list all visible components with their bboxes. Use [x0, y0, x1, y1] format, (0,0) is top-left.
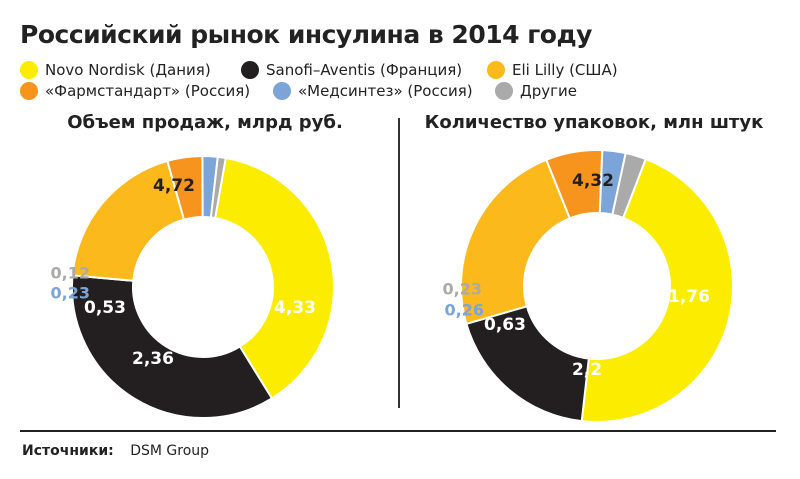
donut-slice-novo-nordisk	[580, 157, 734, 423]
legend-label: «Медсинтез» (Россия)	[298, 82, 473, 100]
legend-swatch	[20, 82, 38, 100]
sales-chart-title: Объем продаж, млрд руб.	[67, 112, 343, 133]
data-label-sanofi-aventis: 4,33	[274, 298, 316, 318]
data-label-others: 0,12	[51, 264, 90, 283]
data-label-pharmstandard: 0,53	[84, 298, 126, 318]
legend-item-pharmstandard: «Фармстандарт» (Россия)	[20, 82, 250, 100]
data-label-pharmstandard: 0,63	[484, 315, 526, 335]
legend-item-others: Другие	[495, 82, 577, 100]
data-label-sanofi-aventis: 1,76	[668, 287, 710, 307]
data-label-medsintez: 0,23	[51, 284, 90, 303]
legend-swatch	[495, 82, 513, 100]
data-label-others: 0,23	[443, 280, 482, 299]
legend-swatch	[273, 82, 291, 100]
donut-slice-eli-lilly	[460, 158, 572, 326]
legend-label: «Фармстандарт» (Россия)	[45, 82, 251, 100]
donut-slice-novo-nordisk	[213, 156, 335, 400]
chart-divider	[398, 118, 400, 408]
legend-label: Eli Lilly (США)	[512, 61, 618, 79]
legend-item-novo-nordisk: Novo Nordisk (Дания)	[20, 61, 211, 79]
data-label-eli-lilly: 2,36	[132, 349, 174, 369]
legend-item-sanofi-aventis: Sanofi–Aventis (Франция)	[241, 61, 462, 79]
data-label-eli-lilly: 2,2	[572, 360, 602, 380]
packages-chart-title: Количество упаковок, млн штук	[424, 112, 764, 133]
footer-rule	[20, 430, 776, 432]
legend-swatch	[241, 61, 259, 79]
legend-swatch	[20, 61, 38, 79]
data-label-medsintez: 0,26	[445, 301, 484, 320]
legend-label: Другие	[520, 82, 577, 100]
data-label-novo-nordisk: 4,72	[153, 176, 195, 196]
donut-slice-others	[209, 155, 227, 220]
legend-swatch	[487, 61, 505, 79]
legend-item-eli-lilly: Eli Lilly (США)	[487, 61, 618, 79]
legend-label: Novo Nordisk (Дания)	[45, 61, 211, 79]
footer-source: DSM Group	[130, 443, 210, 459]
data-label-novo-nordisk: 4,32	[572, 171, 614, 191]
donut-slice-sanofi-aventis	[71, 274, 274, 419]
footer: Источники: DSM Group	[22, 443, 209, 459]
donut-slice-others	[611, 151, 648, 220]
legend-item-medsintez: «Медсинтез» (Россия)	[273, 82, 473, 100]
legend-label: Sanofi–Aventis (Франция)	[266, 61, 463, 79]
chart-title: Российский рынок инсулина в 2014 году	[20, 20, 592, 49]
footer-source-label: Источники:	[22, 443, 114, 459]
